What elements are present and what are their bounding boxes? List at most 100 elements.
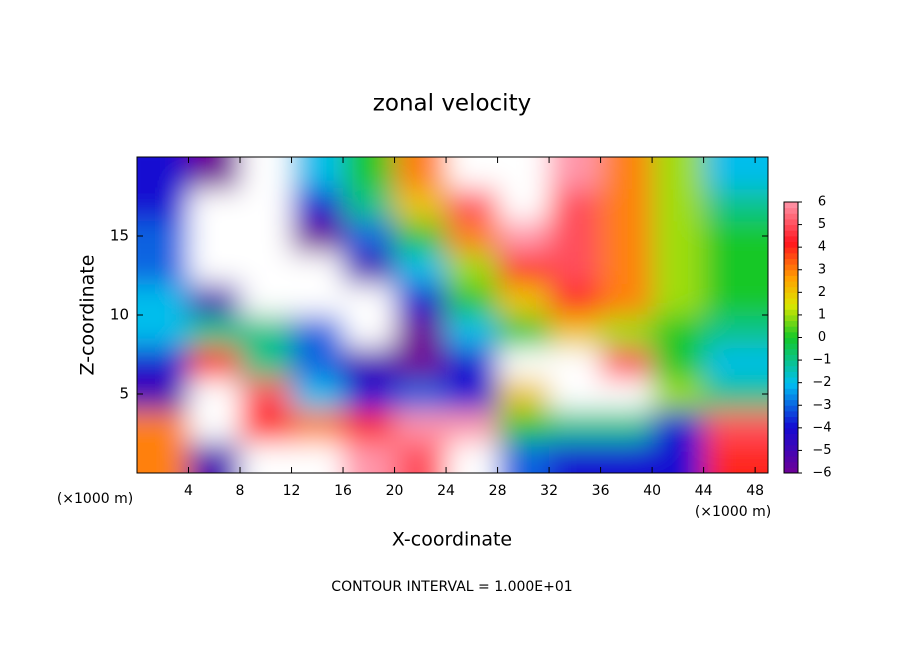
cell	[240, 315, 293, 348]
colorbar-segment	[784, 343, 798, 350]
cell	[343, 315, 396, 348]
cell	[703, 251, 768, 285]
colorbar-segment	[784, 439, 798, 446]
cell	[137, 251, 190, 285]
cell	[240, 346, 293, 380]
cell	[394, 188, 448, 222]
colorbar-tick-label: −4	[812, 420, 831, 435]
cell	[291, 283, 345, 316]
colorbar-segment	[784, 264, 798, 271]
cell	[549, 251, 602, 285]
colorbar-tick-label: 6	[818, 195, 826, 210]
cell	[291, 157, 345, 190]
x-tick-label: 20	[386, 483, 404, 499]
y-unit: (×1000 m)	[57, 491, 133, 507]
colorbar-segment	[784, 247, 798, 254]
cell	[549, 378, 602, 411]
cell	[394, 441, 448, 473]
cell	[703, 315, 768, 348]
cell	[549, 283, 602, 316]
cell	[497, 441, 551, 473]
colorbar-segment	[784, 252, 798, 259]
cell	[343, 409, 396, 443]
cell	[497, 283, 551, 316]
colorbar-segment	[784, 354, 798, 361]
colorbar-segment	[784, 326, 798, 333]
cell	[497, 378, 551, 411]
cell	[497, 157, 551, 190]
cell	[600, 157, 654, 190]
colorbar-segment	[784, 281, 798, 288]
cell	[343, 346, 396, 380]
colorbar-segment	[784, 337, 798, 344]
cell	[652, 157, 705, 190]
cell	[446, 188, 499, 222]
cell	[600, 188, 654, 222]
cell	[652, 315, 705, 348]
cell	[652, 220, 705, 253]
colorbar-segment	[784, 314, 798, 322]
cell	[240, 283, 293, 316]
cell	[446, 441, 499, 473]
colorbar-segment	[784, 393, 798, 401]
cell	[600, 220, 654, 253]
cell	[137, 157, 190, 190]
colorbar-segment	[784, 433, 798, 440]
cell	[291, 409, 345, 443]
cell	[240, 409, 293, 443]
colorbar-segment	[784, 456, 798, 463]
cell	[343, 378, 396, 411]
cell	[549, 157, 602, 190]
cell	[652, 251, 705, 285]
colorbar-segment	[784, 348, 798, 355]
colorbar-tick-label: −6	[812, 466, 831, 481]
cell	[497, 346, 551, 380]
cell	[137, 220, 190, 253]
cell	[549, 188, 602, 222]
colorbar-tick-label: 5	[818, 217, 826, 232]
y-tick-label: 5	[119, 385, 129, 403]
colorbar-segment	[784, 371, 798, 378]
colorbar-tick-label: 1	[818, 307, 826, 322]
colorbar-segment	[784, 320, 798, 327]
cell	[291, 441, 345, 473]
x-tick-label: 4	[184, 483, 193, 499]
colorbar-segment	[784, 258, 798, 265]
cell	[188, 441, 242, 473]
cell	[188, 378, 242, 411]
chart-title: zonal velocity	[373, 91, 531, 117]
colorbar-segment	[784, 297, 798, 305]
colorbar-segment	[784, 292, 798, 299]
cell	[240, 220, 293, 253]
colorbar-segment	[784, 218, 798, 226]
colorbar-segment	[784, 202, 798, 209]
cell	[291, 188, 345, 222]
cell	[652, 441, 705, 473]
colorbar-segment	[784, 382, 798, 389]
cell	[188, 220, 242, 253]
colorbar-segment	[784, 213, 798, 220]
colorbar-segment	[784, 416, 798, 423]
cell	[188, 346, 242, 380]
colorbar-segment	[784, 365, 798, 372]
cell	[446, 251, 499, 285]
colorbar-tick-label: 3	[818, 262, 826, 277]
cell	[497, 251, 551, 285]
cell	[394, 283, 448, 316]
cell	[549, 441, 602, 473]
colorbar-segment	[784, 427, 798, 434]
cell	[600, 378, 654, 411]
cell	[291, 220, 345, 253]
cell	[343, 441, 396, 473]
colorbar-segment	[784, 309, 798, 316]
colorbar-tick-label: 4	[818, 240, 826, 255]
x-tick-label: 16	[334, 483, 352, 499]
cell	[703, 441, 768, 473]
colorbar-segment	[784, 461, 798, 468]
cell	[343, 251, 396, 285]
cell	[446, 378, 499, 411]
y-tick-label: 15	[110, 227, 129, 245]
cell	[137, 188, 190, 222]
cell	[446, 157, 499, 190]
